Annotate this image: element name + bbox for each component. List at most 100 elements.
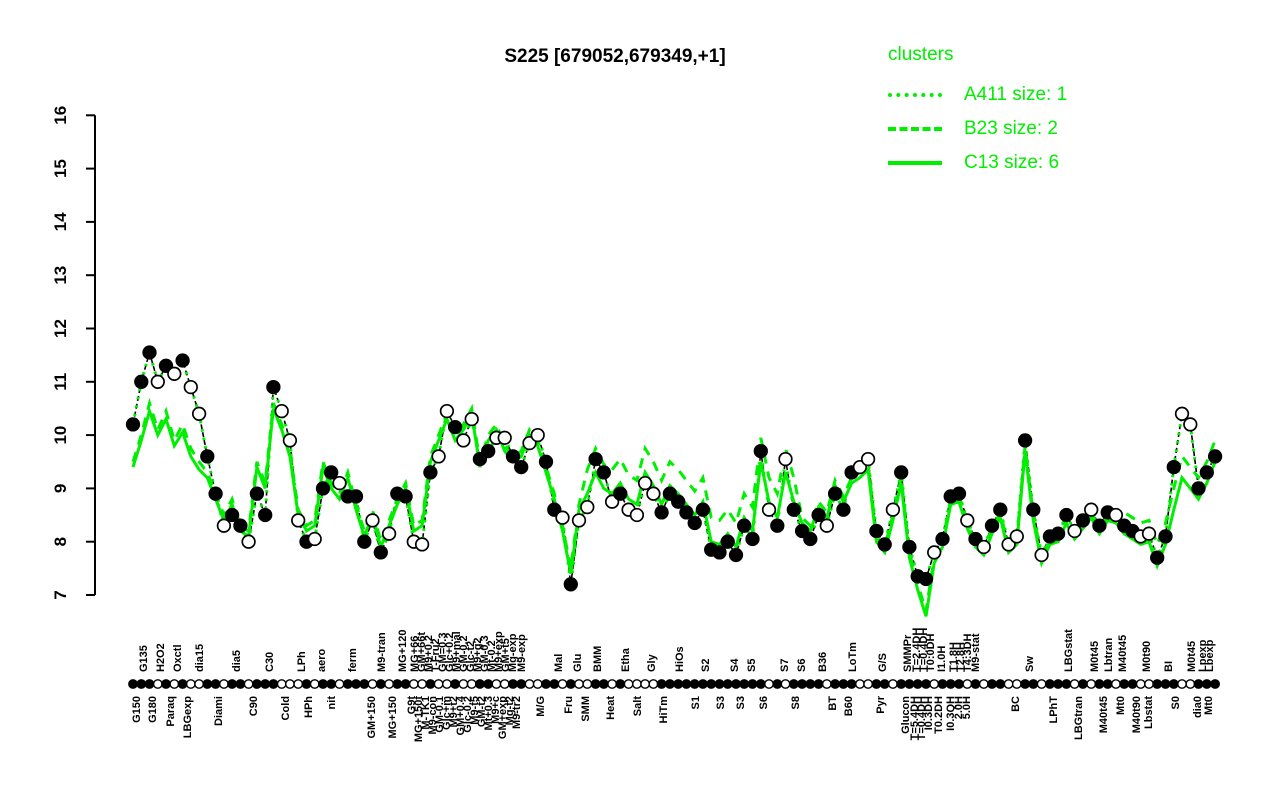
data-point: [712, 545, 727, 560]
x-label: M-TK1: [420, 696, 432, 730]
data-point: [555, 510, 570, 525]
x-label: Sw: [1024, 656, 1036, 672]
x-label: Lbexp: [1204, 639, 1216, 672]
x-label: S2: [700, 659, 712, 672]
data-point: [1108, 507, 1124, 523]
data-point: [1150, 550, 1165, 565]
condition-dot: [301, 679, 312, 689]
data-point: [233, 518, 248, 533]
condition-dot: [689, 679, 700, 689]
condition-dot: [764, 679, 774, 689]
x-label: M9-exp: [516, 634, 528, 672]
data-point: [588, 451, 603, 467]
data-point: [860, 451, 876, 467]
data-point: [687, 515, 702, 531]
condition-dot: [251, 679, 262, 689]
x-label: S5: [746, 659, 758, 672]
condition-dot: [260, 679, 271, 689]
condition-dot: [276, 679, 287, 689]
data-point: [183, 379, 198, 395]
condition-dot: [375, 679, 386, 689]
x-label: Mal: [553, 654, 565, 672]
x-label: T=0.4DH: [916, 696, 928, 740]
x-label: Pyr: [875, 695, 887, 713]
condition-dot: [788, 679, 799, 689]
condition-dot: [632, 679, 642, 689]
x-label: Glc+m: [441, 696, 453, 730]
condition-dot: [408, 679, 419, 689]
condition-dot: [433, 679, 444, 689]
x-label: BT: [827, 696, 839, 711]
clusters-legend: clusters A411 size: 1 B23 size: 2 C13 si…: [888, 44, 1218, 180]
condition-dot: [888, 679, 898, 689]
x-label: 5.0H: [961, 696, 973, 719]
data-point: [381, 526, 397, 541]
data-point: [728, 547, 744, 563]
x-label: LPh: [296, 651, 308, 672]
condition-dot: [607, 679, 617, 689]
condition-dot: [739, 679, 750, 689]
series-gene-line: [132, 349, 1216, 585]
condition-dot: [805, 679, 816, 689]
data-point: [737, 518, 752, 533]
condition-dot: [821, 679, 832, 689]
x-label: MG+120: [397, 630, 409, 673]
x-label: S7: [779, 659, 791, 672]
condition-dot: [1111, 679, 1121, 689]
x-label: S3: [735, 696, 747, 709]
data-point: [885, 502, 901, 517]
data-point: [836, 502, 851, 517]
condition-dot: [722, 679, 733, 689]
data-point: [357, 534, 372, 549]
y-tick-label: 8: [51, 537, 70, 546]
data-point: [976, 539, 991, 555]
data-point: [1174, 406, 1190, 421]
data-point: [1166, 459, 1181, 475]
data-point: [481, 443, 496, 459]
x-label: GM=0.3: [437, 633, 449, 672]
condition-dot: [863, 679, 873, 689]
x-label: LoTm: [847, 642, 859, 672]
data-point: [563, 577, 578, 592]
y-tick-label: 9: [51, 484, 70, 493]
condition-dot: [871, 679, 882, 689]
condition-dot: [499, 679, 510, 689]
condition-dot: [169, 679, 180, 689]
condition-dot: [755, 679, 766, 689]
data-point: [439, 403, 455, 419]
x-label: S1: [690, 696, 702, 709]
condition-dot: [1028, 679, 1039, 689]
x-label: T=2.4DH: [911, 628, 923, 672]
y-tick-label: 12: [51, 319, 70, 338]
condition-dot: [342, 679, 353, 689]
x-label: SMMPr: [902, 634, 914, 672]
condition-dot: [1102, 679, 1113, 689]
dashed-line-sample-icon: [888, 127, 942, 131]
condition-dot: [1201, 679, 1212, 689]
condition-dot: [896, 679, 907, 689]
data-point: [778, 451, 793, 467]
legend-item-c13: C13 size: 6: [888, 146, 1218, 180]
x-label: SMM: [580, 696, 592, 722]
data-point: [613, 486, 628, 501]
data-point: [960, 513, 975, 528]
x-label: Mt+0.3: [483, 696, 495, 731]
condition-dot: [813, 679, 824, 689]
data-point: [249, 486, 265, 501]
condition-dot: [227, 679, 238, 689]
legend-item-label: C13 size: 6: [964, 152, 1060, 173]
data-point: [679, 505, 694, 520]
data-point: [1059, 507, 1074, 523]
condition-dot-row: [128, 679, 1221, 689]
condition-dot: [772, 679, 783, 689]
condition-dot: [243, 679, 254, 689]
data-point: [307, 531, 322, 547]
condition-dot: [541, 679, 551, 689]
data-point: [134, 374, 149, 389]
x-label: M0t90: [1141, 641, 1153, 672]
x-label: S3: [715, 696, 727, 709]
x-label: S6: [758, 696, 770, 709]
x-labels-lower: G150 G180 Paraq LBGexp Diami C90 Cold HPh nit GM+…: [131, 695, 1215, 742]
condition-dot: [392, 679, 403, 689]
